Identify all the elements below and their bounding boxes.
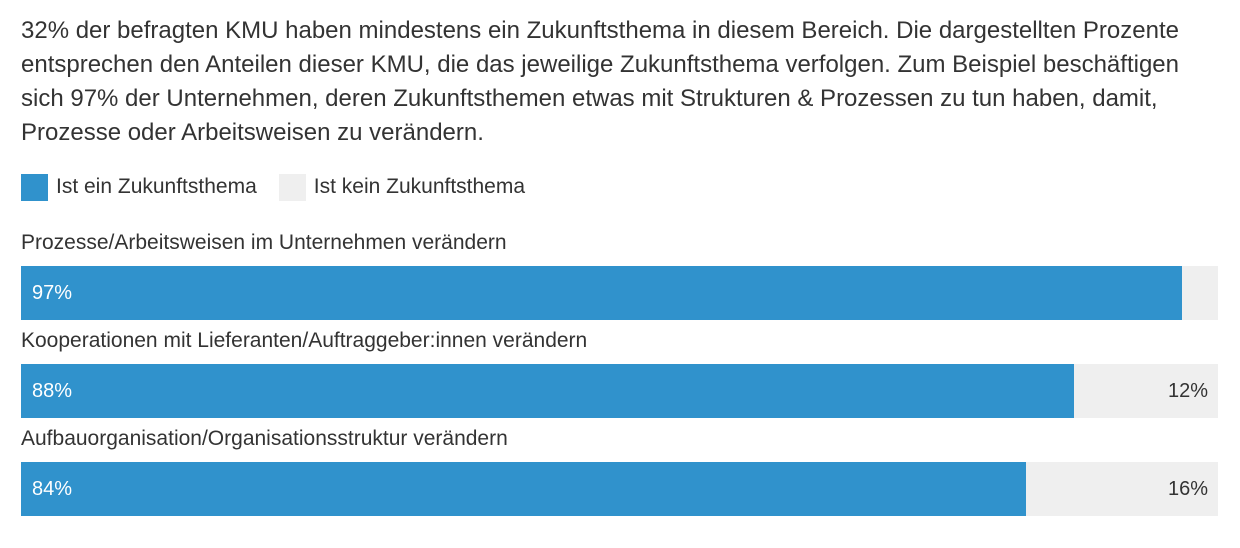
bar-segment-ist-kein-zukunftsthema: 16% — [1026, 462, 1218, 516]
bar-segment-ist-ein-zukunftsthema: 84% — [21, 462, 1026, 516]
data-label-no: 12% — [1167, 379, 1208, 402]
category-label: Aufbauorganisation/Organisationsstruktur… — [21, 427, 508, 450]
legend-item-ist-ein-zukunftsthema: Ist ein Zukunftsthema — [21, 173, 257, 201]
data-label-no: 16% — [1167, 477, 1208, 500]
legend-label-yes: Ist ein Zukunftsthema — [56, 175, 257, 198]
bar-track: 88% 12% — [21, 364, 1218, 418]
bar-row: Prozesse/Arbeitsweisen im Unternehmen ve… — [21, 226, 1218, 324]
data-label-yes: 84% — [32, 477, 73, 500]
bar-segment-ist-ein-zukunftsthema: 88% — [21, 364, 1074, 418]
bar-segment-ist-kein-zukunftsthema — [1182, 266, 1218, 320]
bar-segment-ist-kein-zukunftsthema: 12% — [1074, 364, 1218, 418]
legend-item-ist-kein-zukunftsthema: Ist kein Zukunftsthema — [278, 173, 526, 201]
data-label-yes: 97% — [32, 281, 73, 304]
legend-swatch-no — [278, 173, 306, 201]
bar-row: Aufbauorganisation/Organisationsstruktur… — [21, 422, 1218, 520]
bar-row: Kooperationen mit Lieferanten/Auftraggeb… — [21, 324, 1218, 422]
category-label: Kooperationen mit Lieferanten/Auftraggeb… — [21, 329, 588, 352]
bar-segment-ist-ein-zukunftsthema: 97% — [21, 266, 1182, 320]
bar-chart-area: Prozesse/Arbeitsweisen im Unternehmen ve… — [21, 226, 1218, 520]
data-label-yes: 88% — [32, 379, 73, 402]
bar-track: 97% — [21, 266, 1218, 320]
chart-subtitle: 32% der befragten KMU haben mindestens e… — [21, 17, 1179, 146]
legend-label-no: Ist kein Zukunftsthema — [313, 175, 526, 198]
bar-track: 84% 16% — [21, 462, 1218, 516]
category-label: Prozesse/Arbeitsweisen im Unternehmen ve… — [21, 231, 507, 254]
legend-swatch-yes — [21, 173, 48, 201]
chart-legend: Ist ein Zukunftsthema Ist kein Zukunftst… — [21, 172, 547, 202]
